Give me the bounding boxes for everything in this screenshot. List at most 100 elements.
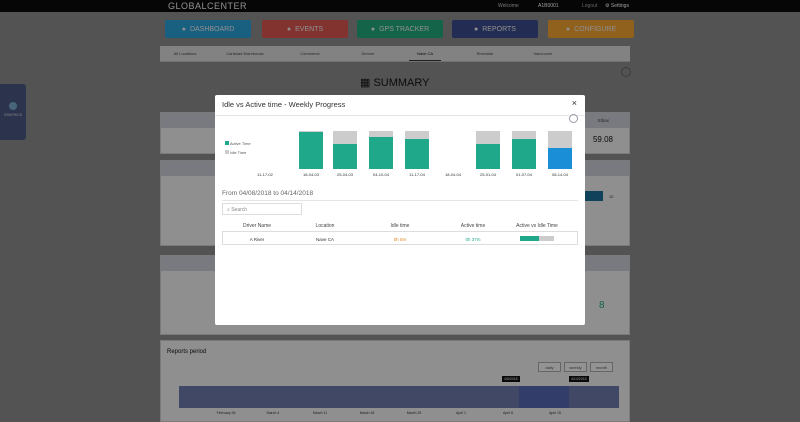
- sidebar-graphics[interactable]: GRAPHICS: [0, 84, 26, 140]
- subtab[interactable]: Carlsbad Warehouse: [226, 51, 264, 56]
- x-tick-label: 08-14-04: [551, 172, 569, 177]
- bar-idle[interactable]: [405, 131, 429, 139]
- subtab[interactable]: Commerce: [300, 51, 320, 56]
- x-tick-label: 25-04-03: [336, 172, 354, 177]
- timeline-tick: April 1: [456, 411, 466, 415]
- column-header[interactable]: Active vs Idle Time: [516, 223, 558, 229]
- nav-label: GPS TRACKER: [379, 25, 430, 33]
- timeline-tick: March 18: [359, 411, 375, 415]
- menu-icon[interactable]: [621, 67, 631, 77]
- x-tick-label: 11-17-02: [257, 172, 273, 177]
- settings-icon: ⚙: [605, 3, 611, 9]
- cell-location: Nave CA: [315, 237, 335, 242]
- x-tick-label: 25-01-04: [479, 172, 497, 177]
- top-bar: GLOBALCENTER Welcome A1B0001 Logout ⚙ Se…: [0, 0, 800, 12]
- subtab[interactable]: Riverside: [476, 51, 494, 56]
- nav-reports[interactable]: ● REPORTS: [452, 20, 538, 38]
- logout-link[interactable]: Logout: [582, 3, 598, 9]
- nav-configure[interactable]: ● CONFIGURE: [548, 20, 634, 38]
- nav-dashboard[interactable]: ● DASHBOARD: [165, 20, 251, 38]
- timeline-tick: March 11: [312, 411, 328, 415]
- divider: [215, 115, 585, 116]
- nav-icon: ●: [565, 25, 571, 33]
- subtab[interactable]: Denver: [361, 51, 375, 56]
- count-value: 8: [599, 300, 605, 311]
- bar-active[interactable]: [476, 143, 500, 169]
- bar-active[interactable]: [405, 138, 429, 169]
- subtab-bar: All Locations Carlsbad Warehouse Commerce D…: [160, 46, 630, 62]
- column-header[interactable]: Active time: [460, 223, 486, 229]
- nav-events[interactable]: ● EVENTS: [262, 20, 348, 38]
- period-marker: 4/8/2018: [502, 376, 520, 382]
- divider: [222, 200, 578, 201]
- chart-icon: [9, 102, 17, 110]
- x-tick-label: 01-07-04: [515, 172, 533, 177]
- bar-active[interactable]: [299, 132, 323, 169]
- sidebar-label: GRAPHICS: [3, 113, 23, 117]
- timeline-tick: March 4: [266, 411, 280, 415]
- x-tick-label: 18-04-04: [444, 172, 462, 177]
- settings-link[interactable]: ⚙ Settings: [605, 3, 629, 9]
- legend-active: Active Time: [225, 141, 251, 146]
- bar-active[interactable]: [333, 143, 357, 169]
- x-tick-label: 18-04-03: [302, 172, 320, 177]
- bar-active[interactable]: [548, 148, 572, 169]
- welcome-text: Welcome: [498, 3, 519, 9]
- bar-active[interactable]: [512, 138, 536, 169]
- nav-icon: ●: [286, 25, 292, 33]
- nav-icon: ●: [181, 25, 186, 33]
- timeline-tick: March 25: [406, 411, 422, 415]
- bar-idle[interactable]: [299, 131, 323, 133]
- bar-idle[interactable]: [476, 131, 500, 144]
- period-marker: 4/14/2018: [569, 376, 589, 382]
- bar-active[interactable]: [369, 137, 393, 169]
- timeline-tick: April 15: [549, 411, 561, 415]
- period-button-month[interactable]: month: [590, 362, 613, 372]
- nav-label: DASHBOARD: [189, 25, 235, 33]
- value: 59.08: [592, 135, 613, 144]
- active-vs-idle-bar: [520, 236, 554, 241]
- user-name[interactable]: A1B0001: [538, 3, 559, 9]
- bar-idle[interactable]: [369, 131, 393, 138]
- nav-label: CONFIGURE: [574, 25, 617, 33]
- search-placeholder: Search: [231, 207, 248, 213]
- date-range: From 04/08/2018 to 04/14/2018: [222, 190, 314, 197]
- column-header[interactable]: Location: [315, 223, 335, 229]
- search-input[interactable]: ⌕ Search: [222, 203, 302, 215]
- table-row[interactable]: [222, 231, 578, 245]
- bar-idle[interactable]: [333, 131, 357, 144]
- cell-active: 0h 37m: [465, 237, 481, 242]
- weekly-progress-modal: Idle vs Active time - Weekly Progress × …: [215, 95, 585, 325]
- nav-gps-tracker[interactable]: ● GPS TRACKER: [357, 20, 443, 38]
- value-label: Stbax: [597, 118, 609, 123]
- reports-period-panel: Reports period daily weekly month 4/8/2018 4…: [160, 340, 630, 422]
- period-timeline[interactable]: [179, 386, 619, 408]
- x-tick-label: 04-10-04: [372, 172, 390, 177]
- modal-title: Idle vs Active time - Weekly Progress: [222, 100, 346, 109]
- nav-label: EVENTS: [295, 25, 324, 33]
- chart-menu-icon[interactable]: [569, 114, 578, 123]
- bar-idle[interactable]: [512, 131, 536, 139]
- cell-idle: 0h 5m: [393, 237, 407, 242]
- bar-idle[interactable]: [548, 131, 572, 149]
- timeline-tick: February 26: [216, 411, 236, 415]
- nav-icon: ●: [370, 25, 376, 33]
- nav-icon: ●: [474, 25, 479, 33]
- close-button[interactable]: ×: [571, 98, 577, 108]
- period-button-weekly[interactable]: weekly: [564, 362, 587, 372]
- period-selection[interactable]: [519, 386, 569, 408]
- search-icon: ⌕: [227, 207, 232, 213]
- x-tick-label: 11-17-04: [409, 172, 425, 177]
- subtab[interactable]: All Locations: [173, 51, 197, 56]
- cell-driver: A River: [249, 237, 265, 242]
- bar-value: 10: [609, 194, 614, 199]
- column-header[interactable]: Driver Name: [242, 223, 272, 229]
- period-button-daily[interactable]: daily: [538, 362, 561, 372]
- column-header[interactable]: Idle time: [390, 223, 410, 229]
- summary-title: ▦ SUMMARY: [360, 76, 429, 89]
- summary-title-text: SUMMARY: [373, 77, 430, 89]
- logo: GLOBALCENTER: [168, 1, 248, 11]
- reports-period-title: Reports period: [167, 349, 207, 355]
- subtab[interactable]: Nave CA: [408, 51, 442, 61]
- subtab[interactable]: Vancouver: [533, 51, 553, 56]
